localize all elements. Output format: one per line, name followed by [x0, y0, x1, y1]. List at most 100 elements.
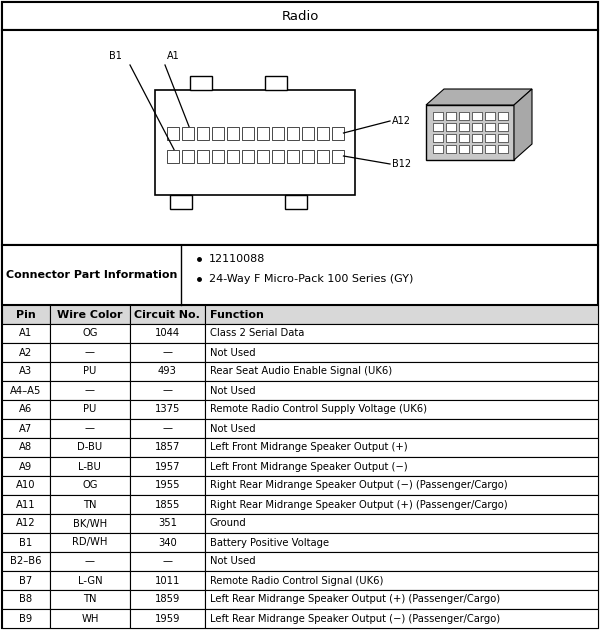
Bar	[205, 343, 598, 362]
Bar	[2, 609, 50, 628]
Bar	[426, 105, 514, 160]
Bar	[257, 149, 269, 163]
Text: 1859: 1859	[155, 595, 180, 605]
Text: —: —	[85, 348, 95, 357]
Bar	[257, 127, 269, 139]
Bar	[130, 552, 205, 571]
Bar	[130, 457, 205, 476]
Text: A7: A7	[19, 423, 32, 433]
Bar	[130, 514, 205, 533]
Bar	[433, 112, 443, 120]
Bar	[285, 195, 307, 209]
Bar	[197, 127, 209, 139]
Bar	[205, 533, 598, 552]
Text: Remote Radio Control Supply Voltage (UK6): Remote Radio Control Supply Voltage (UK6…	[209, 404, 427, 415]
Text: 493: 493	[158, 367, 177, 377]
Bar	[472, 123, 482, 131]
Bar	[271, 149, 284, 163]
Text: TN: TN	[83, 595, 97, 605]
Bar	[265, 76, 287, 90]
Bar	[271, 127, 284, 139]
Bar	[2, 533, 50, 552]
Bar	[2, 476, 50, 495]
Text: Not Used: Not Used	[209, 423, 255, 433]
Text: OG: OG	[82, 481, 98, 491]
Text: 1955: 1955	[155, 481, 180, 491]
Bar	[205, 324, 598, 343]
Bar	[2, 324, 50, 343]
Bar	[287, 149, 299, 163]
Bar	[167, 127, 179, 139]
Bar	[50, 571, 130, 590]
Bar	[317, 149, 329, 163]
Bar	[2, 400, 50, 419]
Text: A1: A1	[167, 51, 180, 61]
Text: —: —	[163, 556, 172, 566]
Bar	[130, 305, 205, 324]
Text: L-BU: L-BU	[79, 462, 101, 471]
Bar	[50, 343, 130, 362]
Text: 1857: 1857	[155, 442, 180, 452]
Text: 24-Way F Micro-Pack 100 Series (GY): 24-Way F Micro-Pack 100 Series (GY)	[209, 274, 413, 284]
Bar	[2, 552, 50, 571]
Text: A1: A1	[19, 328, 32, 338]
Bar	[190, 76, 212, 90]
Bar	[458, 112, 469, 120]
Bar	[2, 30, 598, 245]
Text: B8: B8	[19, 595, 32, 605]
Text: 1959: 1959	[155, 614, 180, 624]
Text: B1: B1	[19, 537, 32, 547]
Bar	[2, 438, 50, 457]
Bar	[302, 149, 314, 163]
Text: Right Rear Midrange Speaker Output (−) (Passenger/Cargo): Right Rear Midrange Speaker Output (−) (…	[209, 481, 507, 491]
Text: L-GN: L-GN	[77, 575, 102, 585]
Bar	[485, 123, 494, 131]
Bar	[50, 362, 130, 381]
Text: —: —	[85, 423, 95, 433]
Text: —: —	[163, 423, 172, 433]
Bar	[182, 127, 193, 139]
Text: Battery Positive Voltage: Battery Positive Voltage	[209, 537, 329, 547]
Text: RD/WH: RD/WH	[72, 537, 107, 547]
Bar	[485, 112, 494, 120]
Bar	[317, 127, 329, 139]
Bar	[2, 457, 50, 476]
Bar	[50, 476, 130, 495]
Bar	[50, 495, 130, 514]
Bar	[50, 438, 130, 457]
Bar	[2, 2, 598, 30]
Bar	[212, 127, 223, 139]
Bar	[205, 419, 598, 438]
Text: A2: A2	[19, 348, 32, 357]
Bar	[50, 324, 130, 343]
Text: WH: WH	[81, 614, 98, 624]
Bar	[227, 149, 239, 163]
Bar	[485, 134, 494, 142]
Bar	[170, 195, 192, 209]
Bar	[2, 514, 50, 533]
Bar	[205, 571, 598, 590]
Text: Pin: Pin	[16, 309, 36, 319]
Bar	[497, 123, 508, 131]
Bar	[130, 362, 205, 381]
Text: A11: A11	[16, 500, 35, 510]
Text: Remote Radio Control Signal (UK6): Remote Radio Control Signal (UK6)	[209, 575, 383, 585]
Text: Left Front Midrange Speaker Output (+): Left Front Midrange Speaker Output (+)	[209, 442, 407, 452]
Bar	[302, 127, 314, 139]
Text: OG: OG	[82, 328, 98, 338]
Bar	[241, 149, 254, 163]
Text: Right Rear Midrange Speaker Output (+) (Passenger/Cargo): Right Rear Midrange Speaker Output (+) (…	[209, 500, 507, 510]
Text: 351: 351	[158, 518, 177, 529]
Text: 1855: 1855	[155, 500, 180, 510]
Text: Left Front Midrange Speaker Output (−): Left Front Midrange Speaker Output (−)	[209, 462, 407, 471]
Bar	[205, 495, 598, 514]
Text: —: —	[85, 386, 95, 396]
Bar	[458, 134, 469, 142]
Bar	[205, 476, 598, 495]
Text: Left Rear Midrange Speaker Output (−) (Passenger/Cargo): Left Rear Midrange Speaker Output (−) (P…	[209, 614, 500, 624]
Bar	[445, 123, 455, 131]
Bar	[2, 381, 50, 400]
Text: A12: A12	[392, 116, 411, 126]
Bar	[497, 134, 508, 142]
Bar	[130, 400, 205, 419]
